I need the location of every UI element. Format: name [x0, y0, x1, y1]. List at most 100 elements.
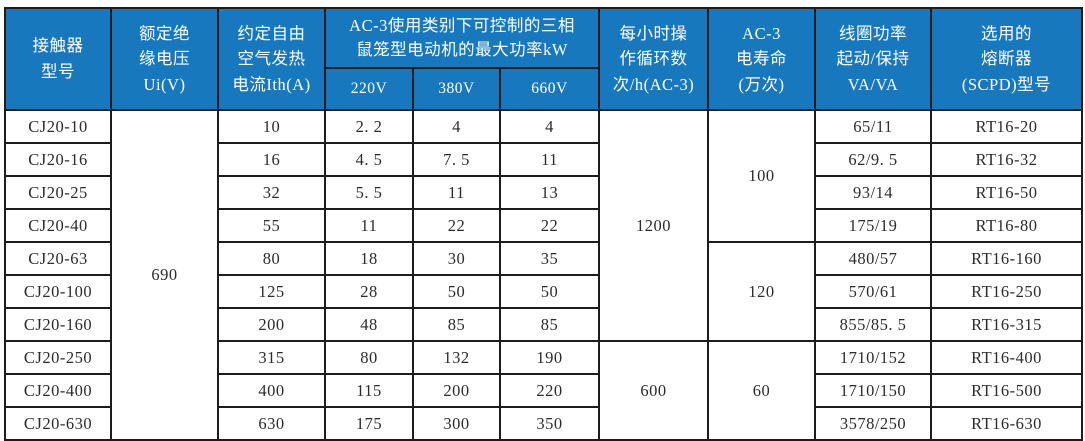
- header-cell-ith: 约定自由 空气发热 电流Ith(A): [217, 7, 326, 111]
- cell-kw-220: 18: [324, 241, 414, 276]
- cell-coil: 65/11: [814, 109, 933, 144]
- cell-kw-220: 4. 5: [324, 142, 414, 177]
- cell-kw-660: 85: [498, 307, 601, 342]
- cell-fuse: RT16-160: [930, 241, 1084, 276]
- cell-fuse: RT16-32: [930, 142, 1084, 177]
- cell-fuse: RT16-50: [930, 175, 1084, 210]
- cell-kw-660: 50: [498, 274, 601, 309]
- cell-kw-220: 80: [324, 340, 414, 375]
- header-cell-life: AC-3 电寿命 (万次): [707, 7, 817, 111]
- cell-ith: 400: [217, 373, 326, 408]
- cell-kw-380: 85: [412, 307, 501, 342]
- cell-coil: 175/19: [814, 208, 933, 243]
- cell-cycles-merged-bottom: 600: [598, 340, 710, 441]
- cell-ith: 315: [217, 340, 326, 375]
- table-row: CJ20-16 16 4. 5 7. 5 11 62/9. 5 RT16-32: [4, 142, 1084, 177]
- cell-ith: 200: [217, 307, 326, 342]
- cell-ith: 55: [217, 208, 326, 243]
- cell-kw-380: 30: [412, 241, 501, 276]
- header-cell-220v: 220V: [324, 67, 414, 111]
- cell-coil: 1710/150: [814, 373, 933, 408]
- cell-fuse: RT16-250: [930, 274, 1084, 309]
- header-cell-cycles: 每小时操 作循环数 次/h(AC-3): [598, 7, 710, 111]
- cell-kw-220: 5. 5: [324, 175, 414, 210]
- cell-model: CJ20-16: [4, 142, 112, 177]
- table-row: CJ20-40 55 11 22 22 175/19 RT16-80: [4, 208, 1084, 243]
- cell-ith: 80: [217, 241, 326, 276]
- table-row: CJ20-160 200 48 85 85 855/85. 5 RT16-315: [4, 307, 1084, 342]
- table-row: CJ20-63 80 18 30 35 120 480/57 RT16-160: [4, 241, 1084, 342]
- table-row: CJ20-250 315 80 132 190 600 60 1710/152 …: [4, 340, 1084, 441]
- cell-cycles-merged-top: 1200: [598, 109, 710, 342]
- cell-kw-380: 22: [412, 208, 501, 243]
- cell-kw-220: 11: [324, 208, 414, 243]
- cell-coil: 480/57: [814, 241, 933, 276]
- cell-kw-380: 7. 5: [412, 142, 501, 177]
- header-row-2: 220V 380V 660V: [5, 67, 1082, 111]
- cell-life-merged-top: 100: [707, 109, 817, 243]
- table-row: CJ20-400 400 115 200 220 1710/150 RT16-5…: [4, 373, 1084, 408]
- cell-kw-380: 50: [412, 274, 501, 309]
- cell-model: CJ20-25: [4, 175, 112, 210]
- cell-fuse: RT16-315: [930, 307, 1084, 342]
- cell-model: CJ20-630: [4, 406, 112, 441]
- cell-kw-660: 190: [498, 340, 601, 375]
- cell-kw-380: 4: [412, 109, 501, 144]
- cell-coil: 3578/250: [814, 406, 933, 441]
- cell-kw-660: 11: [498, 142, 601, 177]
- cell-model: CJ20-400: [4, 373, 112, 408]
- cell-life-merged-bottom: 60: [707, 340, 817, 441]
- cell-model: CJ20-63: [4, 241, 112, 276]
- header-cell-coil: 线圈功率 起动/保持 VA/VA: [814, 7, 933, 111]
- cell-coil: 93/14: [814, 175, 933, 210]
- table-row: CJ20-10 690 10 2. 2 4 4 1200 100 65/11 R…: [4, 109, 1084, 441]
- cell-ith: 32: [217, 175, 326, 210]
- cell-kw-220: 28: [324, 274, 414, 309]
- cell-kw-380: 300: [412, 406, 501, 441]
- cell-kw-660: 350: [498, 406, 601, 441]
- cell-model: CJ20-40: [4, 208, 112, 243]
- cell-ith: 10: [217, 109, 326, 144]
- header-cell-kw-group: AC-3使用类别下可控制的三相 鼠笼型电动机的最大功率kW: [323, 7, 601, 69]
- cell-ith: 16: [217, 142, 326, 177]
- cell-life-merged-mid: 120: [707, 241, 817, 342]
- cell-fuse: RT16-80: [930, 208, 1084, 243]
- cell-kw-660: 13: [498, 175, 601, 210]
- cell-fuse: RT16-400: [930, 340, 1084, 375]
- cell-model: CJ20-160: [4, 307, 112, 342]
- cell-fuse: RT16-20: [930, 109, 1084, 144]
- cell-model: CJ20-10: [4, 109, 112, 144]
- cell-kw-660: 35: [498, 241, 601, 276]
- table-row: CJ20-100 125 28 50 50 570/61 RT16-250: [4, 274, 1084, 309]
- header-cell-model: 接触器 型号: [4, 7, 112, 111]
- cell-fuse: RT16-630: [930, 406, 1084, 441]
- cell-ith: 125: [217, 274, 326, 309]
- cell-kw-220: 2. 2: [324, 109, 414, 144]
- header-cell-660v: 660V: [498, 67, 601, 111]
- cell-ith: 630: [217, 406, 326, 441]
- cell-model: CJ20-250: [4, 340, 112, 375]
- cell-coil: 570/61: [814, 274, 933, 309]
- cell-fuse: RT16-500: [930, 373, 1084, 408]
- cell-kw-660: 220: [498, 373, 601, 408]
- table-row: CJ20-630 630 175 300 350 3578/250 RT16-6…: [4, 406, 1084, 441]
- cell-ui-merged: 690: [110, 109, 219, 441]
- cell-coil: 1710/152: [814, 340, 933, 375]
- table-row: CJ20-25 32 5. 5 11 13 93/14 RT16-50: [4, 175, 1084, 210]
- header-row-1: 接触器 型号 额定绝 缘电压 Ui(V) 约定自由 空气发热 电流Ith(A) …: [4, 7, 1084, 111]
- cell-coil: 855/85. 5: [814, 307, 933, 342]
- cell-kw-380: 200: [412, 373, 501, 408]
- cell-kw-660: 4: [498, 109, 601, 144]
- cell-kw-660: 22: [498, 208, 601, 243]
- cell-coil: 62/9. 5: [814, 142, 933, 177]
- cell-kw-220: 48: [324, 307, 414, 342]
- cell-kw-220: 175: [324, 406, 414, 441]
- cell-kw-380: 11: [412, 175, 501, 210]
- header-cell-ui: 额定绝 缘电压 Ui(V): [110, 7, 219, 111]
- cell-kw-220: 115: [324, 373, 414, 408]
- cell-kw-380: 132: [412, 340, 501, 375]
- header-cell-fuse: 选用的 熔断器 (SCPD)型号: [930, 7, 1084, 111]
- header-cell-380v: 380V: [412, 67, 501, 111]
- cell-model: CJ20-100: [4, 274, 112, 309]
